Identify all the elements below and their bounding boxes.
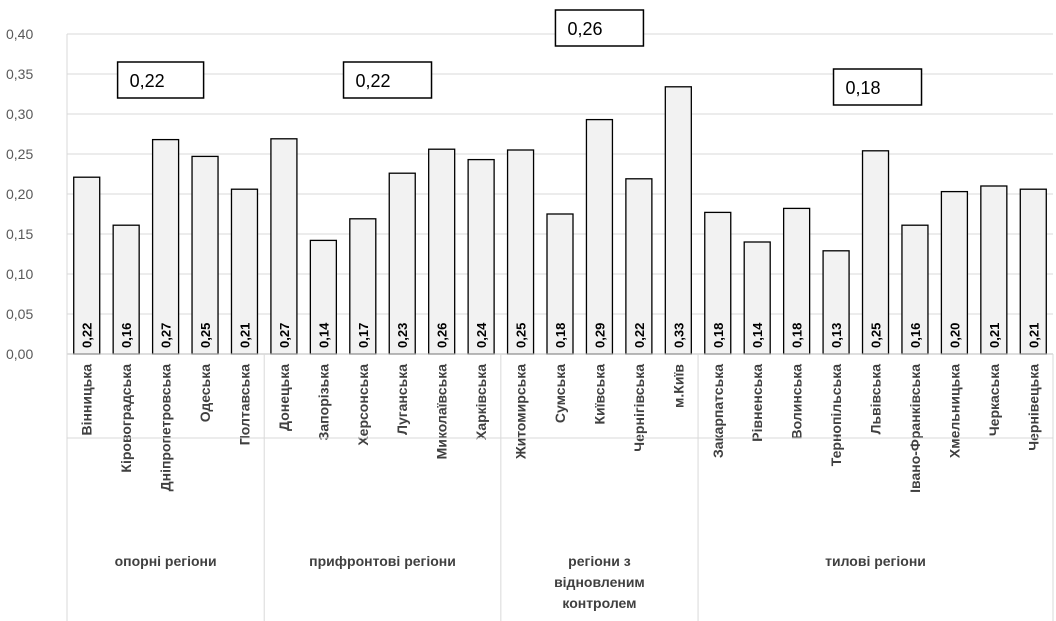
data-label: 0,26 [435, 323, 450, 348]
x-category-label: Донецька [276, 364, 292, 431]
data-label: 0,25 [869, 323, 884, 348]
bar [349, 218, 377, 355]
x-category-label: Черкаська [986, 364, 1002, 436]
x-category-label: Рівненська [749, 364, 765, 442]
x-category-label: Кіровоградська [118, 364, 134, 473]
bar [151, 138, 180, 355]
bar [585, 118, 614, 355]
x-category-label: Чернівецька [1025, 364, 1041, 451]
x-category-label: Закарпатська [710, 364, 726, 458]
y-tick-label: 0,05 [6, 306, 33, 322]
x-category-label: Львівська [868, 364, 884, 435]
group-label: опорні регіони [115, 553, 217, 569]
y-tick-label: 0,25 [6, 146, 33, 162]
x-category-label: Луганська [394, 364, 410, 435]
data-label: 0,33 [671, 323, 686, 348]
group-label: контролем [562, 595, 636, 611]
y-tick-label: 0,10 [6, 266, 33, 282]
bar [428, 148, 456, 355]
x-category-label: Дніпропетровська [158, 364, 174, 492]
y-tick-label: 0,35 [6, 66, 33, 82]
data-label: 0,20 [947, 323, 962, 348]
data-label: 0,18 [790, 323, 805, 348]
data-label: 0,22 [632, 323, 647, 348]
group-average-label: 0,18 [846, 78, 881, 98]
x-category-label: м.Київ [670, 364, 686, 408]
x-category-label: Херсонська [355, 364, 371, 446]
data-label: 0,23 [395, 323, 410, 348]
data-label: 0,17 [356, 323, 371, 348]
bar [901, 224, 929, 355]
bar [1019, 188, 1047, 355]
x-category-label: Одеська [197, 364, 213, 422]
group-average-box [116, 61, 205, 99]
group-average-label: 0,22 [356, 71, 391, 91]
group-label: регіони з [568, 553, 631, 569]
x-category-label: Житомирська [513, 364, 529, 460]
x-category-label: Миколаївська [434, 364, 450, 460]
data-label: 0,25 [514, 323, 529, 348]
x-category-label: Київська [591, 364, 607, 425]
group-average-box [554, 9, 645, 47]
data-label: 0,29 [592, 323, 607, 348]
data-label: 0,16 [908, 323, 923, 348]
x-category-label: Чернігівська [631, 364, 647, 452]
data-label: 0,18 [711, 323, 726, 348]
x-category-label: Волинська [789, 364, 805, 440]
data-label: 0,16 [119, 323, 134, 348]
data-label: 0,22 [80, 323, 95, 348]
data-label: 0,18 [553, 323, 568, 348]
bar [230, 188, 259, 355]
x-category-label: Івано-Франківська [907, 364, 923, 493]
data-label: 0,14 [316, 322, 331, 348]
data-label: 0,24 [474, 322, 489, 348]
group-average-label: 0,26 [567, 19, 602, 39]
bar [388, 172, 416, 355]
bar [861, 150, 890, 355]
data-label: 0,14 [750, 322, 765, 348]
x-category-label: Вінницька [79, 364, 95, 436]
bar [980, 185, 1008, 355]
data-label: 0,13 [829, 323, 844, 348]
y-tick-label: 0,20 [6, 186, 33, 202]
data-label: 0,25 [198, 323, 213, 348]
y-tick-label: 0,00 [6, 346, 33, 362]
group-average-box [342, 61, 433, 99]
x-category-label: Полтавська [236, 364, 252, 445]
bar [546, 213, 574, 355]
y-tick-label: 0,15 [6, 226, 33, 242]
y-tick-label: 0,40 [6, 26, 33, 42]
bar [940, 190, 969, 355]
bar [506, 149, 535, 355]
bar [191, 155, 219, 355]
data-label: 0,27 [159, 323, 174, 348]
bar [743, 241, 771, 355]
bar [270, 138, 298, 355]
bar [782, 207, 811, 355]
data-label: 0,27 [277, 323, 292, 348]
group-label: прифронтові регіони [309, 553, 456, 569]
group-label: відновленим [554, 574, 645, 590]
x-category-label: Сумська [552, 364, 568, 423]
bar [73, 176, 101, 355]
data-label: 0,21 [1026, 323, 1041, 348]
data-label: 0,21 [987, 323, 1002, 348]
x-category-label: Харківська [473, 364, 489, 440]
data-label: 0,21 [237, 323, 252, 348]
bar [664, 86, 692, 355]
x-category-label: Тернопільська [828, 364, 844, 466]
group-average-label: 0,22 [130, 71, 165, 91]
group-label: тилові регіони [825, 553, 926, 569]
x-category-label: Запорізька [315, 364, 331, 441]
group-average-box [832, 68, 923, 106]
y-tick-label: 0,30 [6, 106, 33, 122]
x-category-label: Хмельницька [946, 364, 962, 458]
